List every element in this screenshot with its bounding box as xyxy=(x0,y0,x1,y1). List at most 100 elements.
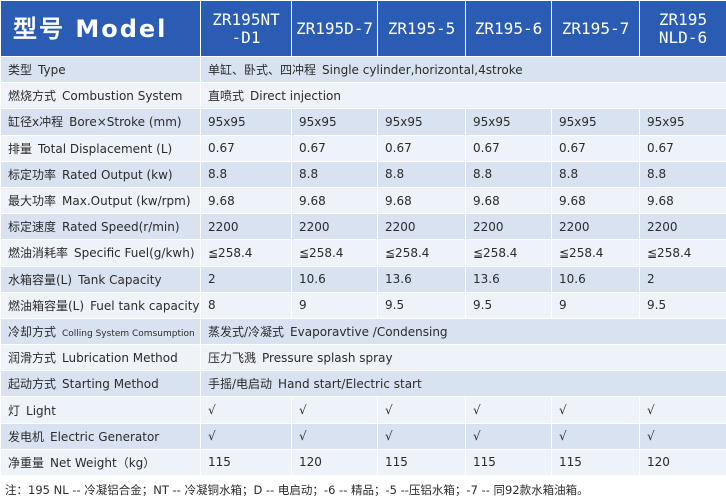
spec-table: 型号 Model ZR195NT -D1 ZR195D-7 ZR195-5 ZR195-… xyxy=(0,0,726,477)
row-label-en: Combustion System xyxy=(62,89,183,104)
value-cell: 8.8 xyxy=(551,160,640,188)
model-name-line: ZR195-6 xyxy=(474,18,543,38)
value-cell: 9 xyxy=(551,291,640,319)
row-label-en: Bore×Stroke (mm) xyxy=(69,115,182,130)
value-cn: 直喷式 xyxy=(208,89,245,104)
row-label-cn: 净重量 xyxy=(8,455,45,470)
value-cell: 2200 xyxy=(200,213,292,241)
row-label-cn: 发电机 xyxy=(8,429,45,444)
value-cell: √ xyxy=(200,396,292,424)
value-cell: √ xyxy=(639,422,726,450)
value-cell: 120 xyxy=(291,448,378,477)
value-cell: √ xyxy=(291,422,378,450)
value-cell: 115 xyxy=(377,448,466,477)
row-label-cn: 冷却方式 xyxy=(8,324,57,339)
row-label-en: Total Displacement (L) xyxy=(38,141,173,156)
row-label-en: Type xyxy=(38,63,66,78)
value-cell: 0.67 xyxy=(551,134,640,162)
value-cell: 2200 xyxy=(377,213,466,241)
value-cell: 95x95 xyxy=(639,108,726,136)
row-label: 排量 Total Displacement (L) xyxy=(0,134,201,162)
value-cell: 9.68 xyxy=(465,186,552,215)
row-label: 燃油消耗率 Specific Fuel(g/kwh) xyxy=(0,239,201,267)
value-cell: 0.67 xyxy=(377,134,466,162)
row-label: 净重量 Net Weight（kg） xyxy=(0,448,201,477)
value-cell: 8.8 xyxy=(200,160,292,188)
row-label: 最大功率 Max.Output (kw/rpm) xyxy=(0,186,201,215)
merged-value-cell: 蒸发式/冷凝式 Evaporavtive /Condensing xyxy=(200,317,726,346)
row-label-cn: 类型 xyxy=(8,63,33,78)
value-cell: ≦258.4 xyxy=(377,239,466,267)
value-cell: 0.67 xyxy=(291,134,378,162)
value-cell: 115 xyxy=(551,448,640,477)
value-cell: 0.67 xyxy=(465,134,552,162)
header-row: 型号 Model ZR195NT -D1 ZR195D-7 ZR195-5 ZR195-… xyxy=(0,0,726,57)
model-name-line: ZR195-7 xyxy=(561,18,630,38)
row-label-cn: 标定功率 xyxy=(8,167,57,182)
value-cell: √ xyxy=(200,422,292,450)
model-name-line: ZR195-5 xyxy=(387,18,456,38)
value-cell: 13.6 xyxy=(377,265,466,293)
row-label-cn: 燃烧方式 xyxy=(8,89,57,104)
value-en: Direct injection xyxy=(250,89,341,104)
row-label-cn: 水箱容量(L) xyxy=(8,272,73,287)
value-cell: ≦258.4 xyxy=(291,239,378,267)
value-cell: 115 xyxy=(200,448,292,477)
row-label: 标定速度 Rated Speed(r/min) xyxy=(0,213,201,241)
value-cell: 95x95 xyxy=(551,108,640,136)
row-label-cn: 缸径x冲程 xyxy=(8,115,64,130)
row-label-en: Net Weight（kg） xyxy=(50,455,156,470)
row-label: 发电机 Electric Generator xyxy=(0,422,201,450)
value-cell: 9.68 xyxy=(639,186,726,215)
row-label-cn: 起动方式 xyxy=(8,377,57,392)
table-row: 润滑方式 Lubrication Method 压力飞溅 Pressure splas… xyxy=(0,344,726,372)
value-en: Evaporavtive /Condensing xyxy=(290,324,448,339)
value-cell: 95x95 xyxy=(377,108,466,136)
value-cell: 115 xyxy=(465,448,552,477)
value-cell: 9.68 xyxy=(551,186,640,215)
table-row: 类型 Type 单缸、卧式、四冲程 Single cylinder,horizonta… xyxy=(0,55,726,84)
value-cn: 压力飞溅 xyxy=(208,351,257,366)
table-row: 燃烧方式 Combustion System 直喷式 Direct injection xyxy=(0,82,726,110)
value-cell: √ xyxy=(291,396,378,424)
value-cell: 9.5 xyxy=(465,291,552,319)
value-cell: 2200 xyxy=(551,213,640,241)
value-cell: 10.6 xyxy=(291,265,378,293)
value-cell: 9.5 xyxy=(377,291,466,319)
value-cell: 10.6 xyxy=(551,265,640,293)
value-cell: √ xyxy=(377,396,466,424)
row-label: 燃油箱容量(L) Fuel tank capacity xyxy=(0,291,201,319)
table-row: 燃油箱容量(L) Fuel tank capacity 8 9 9.5 9.5 9 9.5 xyxy=(0,291,726,319)
value-cell: 9.5 xyxy=(639,291,726,319)
row-label-cn: 灯 xyxy=(8,403,21,418)
value-cell: ≦258.4 xyxy=(465,239,552,267)
table-row: 排量 Total Displacement (L) 0.67 0.67 0.67 0.67… xyxy=(0,134,726,162)
row-label-en: Electric Generator xyxy=(50,429,160,444)
row-label: 润滑方式 Lubrication Method xyxy=(0,344,201,372)
value-cell: 95x95 xyxy=(465,108,552,136)
table-row: 标定功率 Rated Output (kw) 8.8 8.8 8.8 8.8 8.8 8.8 xyxy=(0,160,726,188)
model-header-cell: ZR195-7 xyxy=(551,0,640,57)
value-cell: ≦258.4 xyxy=(639,239,726,267)
table-row: 燃油消耗率 Specific Fuel(g/kwh) ≦258.4 ≦258.4 ≦25… xyxy=(0,239,726,267)
table-row: 缸径x冲程 Bore×Stroke (mm) 95x95 95x95 95x95 95x9… xyxy=(0,108,726,136)
row-label-cn: 润滑方式 xyxy=(8,351,57,366)
row-label-cn: 标定速度 xyxy=(8,220,57,235)
table-row: 水箱容量(L) Tank Capacity 2 10.6 13.6 13.6 10.6 2 xyxy=(0,265,726,293)
row-label-en: Rated Speed(r/min) xyxy=(62,220,180,235)
value-cell: 9.68 xyxy=(377,186,466,215)
row-label: 冷却方式 Colling System Comsumption xyxy=(0,317,201,346)
value-cell: √ xyxy=(377,422,466,450)
row-label-en: Tank Capacity xyxy=(78,272,162,287)
spec-table-body: 类型 Type 单缸、卧式、四冲程 Single cylinder,horizonta… xyxy=(0,55,726,477)
value-en: Hand start/Electric start xyxy=(278,377,422,392)
table-row: 冷却方式 Colling System Comsumption 蒸发式/冷凝式 Eva… xyxy=(0,317,726,346)
value-cell: 8.8 xyxy=(465,160,552,188)
model-header-cell: ZR195D-7 xyxy=(291,0,378,57)
model-name-line: ZR195NT xyxy=(212,9,280,29)
value-cell: 8 xyxy=(200,291,292,319)
model-header-cell: ZR195 NLD-6 xyxy=(639,0,726,57)
row-label-en: Rated Output (kw) xyxy=(62,167,173,182)
row-label: 类型 Type xyxy=(0,55,201,84)
row-label: 燃烧方式 Combustion System xyxy=(0,82,201,110)
